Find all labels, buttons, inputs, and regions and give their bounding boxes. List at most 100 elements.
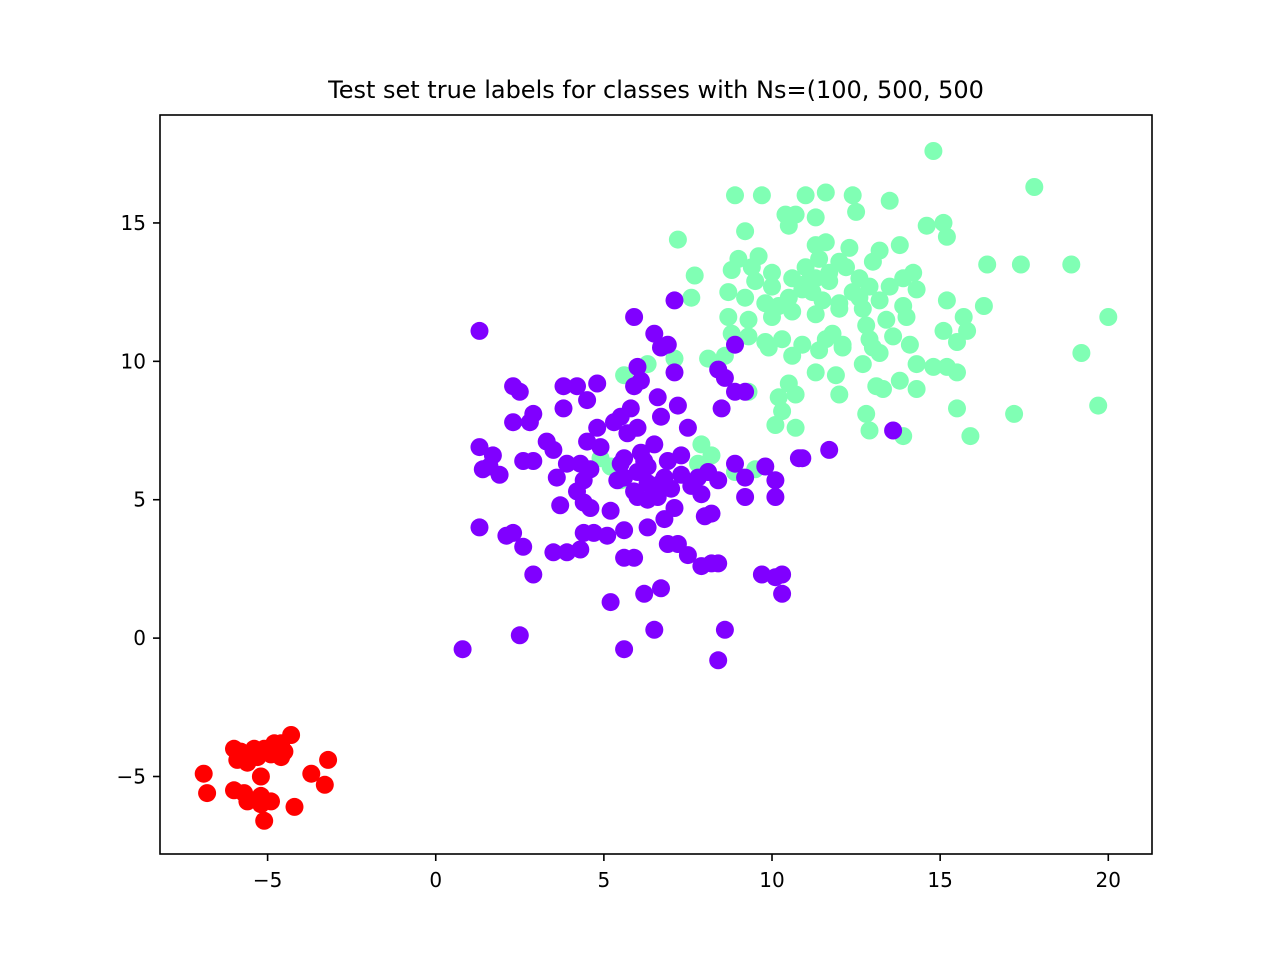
y-tick-label: 15	[121, 211, 146, 235]
scatter-point	[554, 399, 573, 418]
scatter-point	[924, 142, 943, 160]
scatter-point	[890, 371, 909, 390]
scatter-point	[702, 504, 721, 523]
y-tick-label: 10	[121, 349, 146, 373]
scatter-point	[833, 338, 852, 357]
scatter-point	[884, 327, 903, 346]
scatter-point	[934, 213, 953, 232]
scatter-point	[652, 407, 670, 426]
scatter-point	[786, 385, 805, 404]
scatter-point	[961, 427, 980, 446]
scatter-point	[625, 377, 644, 396]
scatter-point	[682, 288, 701, 307]
scatter-point	[315, 775, 334, 794]
x-tick-label: 0	[429, 868, 442, 892]
scatter-point	[820, 272, 839, 291]
scatter-point	[826, 366, 845, 385]
scatter-point	[520, 413, 539, 432]
scatter-point	[897, 308, 916, 326]
scatter-point	[581, 499, 600, 517]
scatter-point	[453, 640, 472, 659]
scatter-point	[1062, 255, 1081, 274]
scatter-point	[773, 584, 792, 603]
scatter-point	[870, 241, 889, 260]
scatter-point	[860, 277, 879, 296]
scatter-point	[601, 593, 620, 612]
scatter-point	[588, 418, 607, 437]
scatter-point	[870, 291, 889, 310]
scatter-point	[510, 626, 529, 645]
scatter-point	[268, 739, 287, 758]
scatter-point	[615, 548, 634, 567]
scatter-point	[678, 418, 697, 437]
scatter-point	[712, 399, 731, 418]
scatter-point	[877, 310, 896, 329]
scatter-point	[830, 385, 849, 404]
scatter-point	[1011, 255, 1030, 274]
scatter-point	[769, 388, 788, 407]
scatter-point	[752, 186, 771, 205]
scatter-point	[806, 269, 825, 288]
scatter-point	[719, 308, 738, 326]
scatter-point	[668, 396, 687, 415]
scatter-point	[504, 413, 523, 432]
scatter-point	[557, 454, 576, 473]
scatter-point	[907, 355, 926, 374]
scatter-point	[685, 266, 704, 285]
scatter-point	[769, 297, 788, 315]
scatter-point	[880, 191, 899, 210]
scatter-point	[628, 418, 647, 437]
scatter-point	[715, 620, 734, 639]
scatter-point	[806, 363, 825, 382]
scatter-point	[880, 277, 899, 296]
scatter-point	[554, 377, 573, 396]
x-axis-ticks: −5 0 5 10 15 20	[253, 854, 1121, 892]
scatter-point	[255, 811, 274, 830]
scatter-point	[736, 488, 755, 506]
scatter-point	[857, 316, 876, 335]
scatter-point	[746, 272, 765, 291]
scatter-point	[319, 750, 338, 769]
scatter-point	[665, 291, 684, 310]
scatter-point	[948, 363, 966, 382]
scatter-point	[816, 233, 835, 252]
x-tick-label: 20	[1096, 868, 1121, 892]
scatter-point	[884, 421, 903, 440]
scatter-point	[726, 186, 744, 205]
scatter-point	[773, 565, 792, 584]
scatter-point	[894, 269, 913, 288]
scatter-point	[843, 186, 862, 205]
scatter-point	[783, 346, 802, 365]
scatter-point	[608, 471, 627, 490]
scatter-point	[736, 382, 755, 401]
y-tick-label: 5	[133, 488, 146, 512]
scatter-point	[954, 308, 973, 326]
scatter-point	[615, 640, 634, 659]
scatter-point	[810, 249, 829, 268]
scatter-point	[658, 335, 677, 354]
y-tick-label: 0	[133, 626, 146, 650]
scatter-point	[285, 797, 304, 816]
scatter-point	[504, 523, 523, 542]
scatter-point	[551, 496, 570, 515]
scatter-point	[766, 416, 785, 434]
scatter-point	[773, 402, 792, 421]
scatter-point	[863, 338, 882, 357]
scatter-point	[736, 222, 755, 241]
data-points	[194, 142, 1118, 830]
scatter-point	[547, 468, 566, 487]
scatter-point	[749, 247, 768, 266]
scatter-point	[937, 227, 956, 246]
scatter-point	[719, 283, 738, 302]
scatter-point	[635, 452, 654, 470]
scatter-point	[709, 651, 728, 670]
scatter-point	[625, 308, 644, 326]
scatter-point	[948, 333, 966, 351]
scatter-point	[524, 452, 543, 470]
scatter-point	[611, 454, 630, 473]
scatter-point	[709, 471, 728, 490]
scatter-point	[678, 546, 697, 565]
scatter-point	[907, 380, 926, 398]
scatter-point	[662, 479, 681, 498]
